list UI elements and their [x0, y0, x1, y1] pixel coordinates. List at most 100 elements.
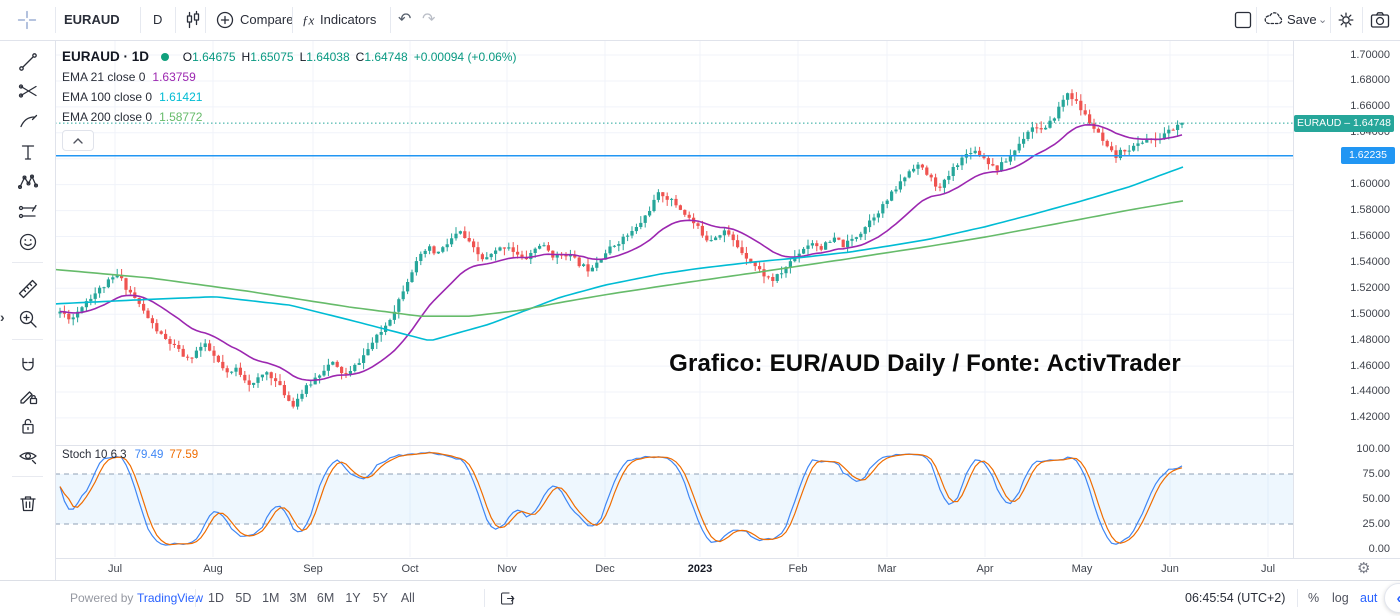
- range-All[interactable]: All: [400, 591, 415, 605]
- magnet-icon: [22, 357, 34, 371]
- time-tick-label: 2023: [687, 563, 713, 575]
- ruler-icon: [18, 279, 38, 299]
- time-axis[interactable]: Jul Aug Sep Oct Nov Dec 2023 Feb Mar Apr May Jun Jul: [0, 558, 1400, 581]
- tool-text[interactable]: [13, 137, 43, 167]
- symbol-button[interactable]: EURAUD: [64, 12, 120, 27]
- tradingview-link[interactable]: TradingView: [137, 591, 204, 605]
- toolbar-separator: [12, 339, 43, 340]
- range-1D[interactable]: 1D: [208, 591, 224, 605]
- tool-ruler[interactable]: [13, 274, 43, 304]
- range-5Y[interactable]: 5Y: [372, 591, 389, 605]
- main-chart-pane[interactable]: [55, 40, 1293, 445]
- forecast-icon: [18, 204, 37, 219]
- price-tick-label: 1.60000: [1350, 178, 1390, 191]
- range-3M[interactable]: 3M: [289, 591, 307, 605]
- range-6M[interactable]: 6M: [316, 591, 335, 605]
- lock-all-icon: [22, 418, 34, 434]
- time-tick-label: Jun: [1161, 563, 1179, 575]
- tool-forecast[interactable]: [13, 197, 43, 227]
- camera-icon[interactable]: [1368, 8, 1392, 32]
- text-icon: [21, 145, 35, 160]
- time-tick-label: Nov: [497, 563, 517, 575]
- time-tick-label: Mar: [877, 563, 897, 575]
- tool-hide-all[interactable]: [13, 441, 43, 471]
- stoch-tick-label: 50.00: [1362, 492, 1390, 505]
- legend-ema21[interactable]: EMA 21 close 0 1.63759: [62, 70, 196, 84]
- axis-settings-icon[interactable]: ⚙: [1357, 560, 1371, 577]
- range-1M[interactable]: 1M: [262, 591, 280, 605]
- tool-trend-line[interactable]: [13, 47, 43, 77]
- tool-drawing-mode[interactable]: [13, 381, 43, 411]
- tool-remove-all[interactable]: [13, 488, 43, 518]
- stochastic-pane[interactable]: [55, 445, 1293, 558]
- range-1Y[interactable]: 1Y: [345, 591, 361, 605]
- auto-scale-button[interactable]: aut: [1360, 591, 1378, 605]
- settings-gear-icon[interactable]: [1334, 8, 1358, 32]
- time-tick-label: May: [1071, 563, 1093, 575]
- price-tick-label: 1.68000: [1350, 74, 1390, 87]
- svg-text:ƒx: ƒx: [302, 13, 315, 28]
- level-price-tag: 1.62235: [1341, 147, 1395, 164]
- redo-button[interactable]: ↷: [422, 11, 436, 28]
- time-tick-label: Apr: [976, 563, 994, 575]
- time-tick-label: Jul: [1260, 563, 1276, 575]
- stoch-tick-label: 0.00: [1368, 542, 1390, 555]
- save-menu-chevron[interactable]: ⌄: [1318, 14, 1328, 26]
- log-scale-button[interactable]: log: [1332, 591, 1349, 605]
- stoch-tick-label: 25.00: [1362, 517, 1390, 530]
- layout-icon[interactable]: [1231, 8, 1255, 32]
- legend-ema200[interactable]: EMA 200 close 0 1.58772: [62, 110, 203, 124]
- price-tick-label: 1.46000: [1350, 359, 1390, 372]
- stoch-tick-label: 100.00: [1356, 442, 1390, 455]
- clock-label[interactable]: 06:45:54 (UTC+2): [1185, 591, 1286, 605]
- chart-legend: EURAUD · 1D O1.64675 H1.65075 L1.64038 C1.6…: [62, 47, 522, 127]
- go-to-date-icon[interactable]: [498, 589, 517, 608]
- bottom-toolbar: Powered by TradingView 1D 5D 1M 3M 6M 1Y 5Y All…: [0, 580, 1400, 616]
- chart-style-icon[interactable]: [181, 8, 205, 32]
- undo-button[interactable]: ↶: [398, 11, 412, 28]
- toolbar-separator: [12, 262, 43, 263]
- price-tick-label: 1.52000: [1350, 281, 1390, 294]
- price-tick-label: 1.66000: [1350, 100, 1390, 113]
- interval-button[interactable]: D: [153, 12, 163, 27]
- xabcd-pattern-icon: [17, 174, 39, 190]
- trend-line-icon: [19, 53, 37, 71]
- tool-magnet[interactable]: [13, 351, 43, 381]
- legend-symbol-title[interactable]: EURAUD · 1D: [62, 49, 150, 64]
- last-price-tag: EURAUD – 1.64748: [1294, 115, 1394, 132]
- tool-brush[interactable]: [13, 107, 43, 137]
- brush-icon: [20, 114, 38, 128]
- remove-all-icon: [20, 496, 36, 512]
- tool-gann-fibonacci[interactable]: [13, 77, 43, 107]
- compare-button[interactable]: Compare: [240, 12, 294, 27]
- tool-xabcd-pattern[interactable]: [13, 167, 43, 197]
- tool-zoom-in[interactable]: [13, 304, 43, 334]
- time-tick-label: Feb: [788, 563, 808, 575]
- tool-emoji[interactable]: [13, 227, 43, 257]
- price-tick-label: 1.44000: [1350, 385, 1390, 398]
- drawing-toolbar: [0, 40, 56, 580]
- panel-expand-arrow[interactable]: ›: [0, 309, 5, 325]
- price-tick-label: 1.58000: [1350, 204, 1390, 217]
- toolbar-separator: [12, 476, 43, 477]
- tool-lock-all[interactable]: [13, 411, 43, 441]
- range-5D[interactable]: 5D: [235, 591, 252, 605]
- time-tick-label: Dec: [595, 563, 615, 575]
- time-tick-label: Aug: [203, 563, 223, 575]
- stoch-legend[interactable]: Stoch 10 6 3 79.49 77.59: [62, 449, 199, 461]
- legend-ema100[interactable]: EMA 100 close 0 1.61421: [62, 90, 203, 104]
- hide-all-icon: [19, 452, 37, 465]
- cloud-icon: [1264, 12, 1283, 25]
- chart-annotation: Grafico: EUR/AUD Daily / Fonte: ActivTra…: [669, 350, 1181, 377]
- zoom-in-icon: [19, 310, 37, 328]
- gann-fibonacci-icon: [18, 84, 37, 98]
- price-tick-label: 1.54000: [1350, 255, 1390, 268]
- save-button[interactable]: Save: [1287, 12, 1317, 27]
- pane-separator[interactable]: [0, 445, 1400, 446]
- collapse-legend-button[interactable]: [62, 130, 94, 151]
- price-tick-label: 1.70000: [1350, 48, 1390, 61]
- percent-scale-button[interactable]: %: [1308, 591, 1320, 605]
- indicators-button[interactable]: Indicators: [320, 12, 377, 27]
- powered-by-label: Powered by: [70, 591, 134, 605]
- crosshair-icon[interactable]: [15, 8, 39, 32]
